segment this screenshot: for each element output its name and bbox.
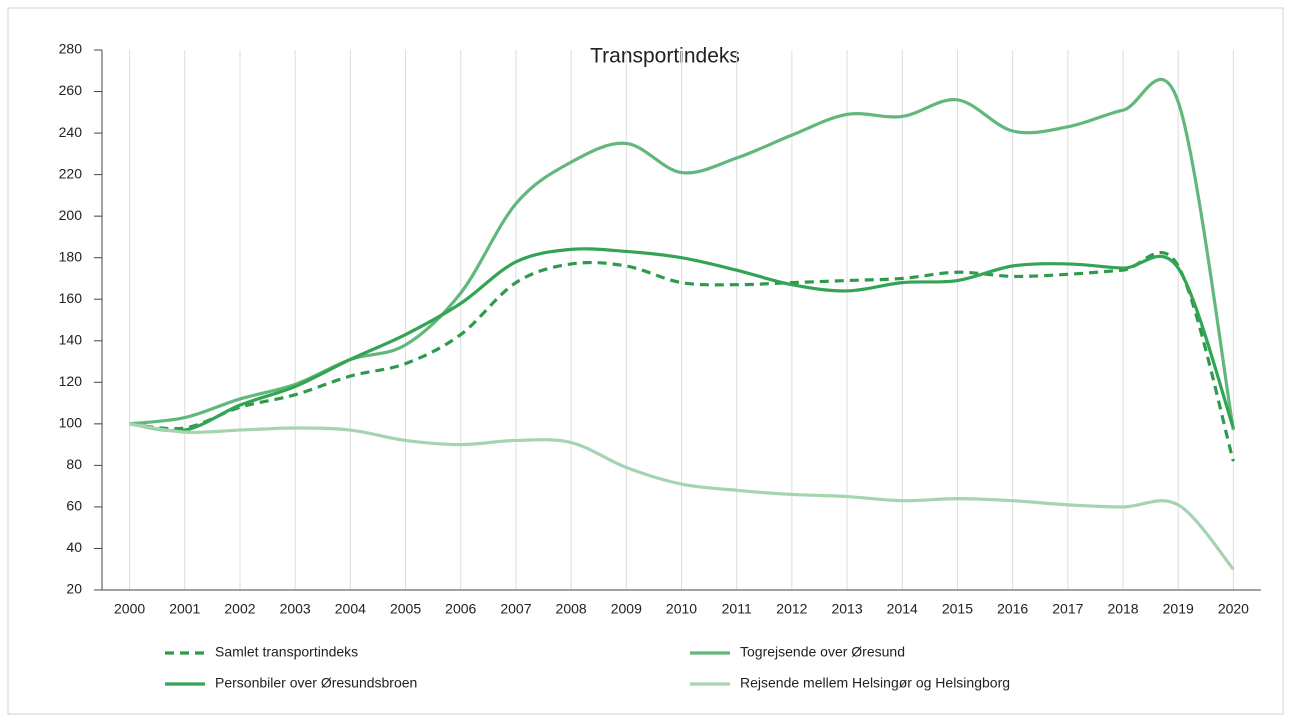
x-tick-label: 2002 — [224, 601, 255, 617]
legend-label: Personbiler over Øresundsbroen — [215, 675, 417, 691]
x-tick-label: 2000 — [114, 601, 145, 617]
x-tick-label: 2018 — [1107, 601, 1138, 617]
legend-label: Rejsende mellem Helsingør og Helsingborg — [740, 675, 1010, 691]
y-tick-label: 160 — [59, 290, 83, 306]
chart-title: Transportindeks — [590, 45, 740, 68]
x-tick-label: 2004 — [335, 601, 366, 617]
y-tick-label: 40 — [66, 539, 82, 555]
x-tick-label: 2001 — [169, 601, 200, 617]
x-tick-label: 2014 — [887, 601, 918, 617]
y-tick-label: 20 — [66, 581, 82, 597]
x-tick-label: 2009 — [611, 601, 642, 617]
x-tick-label: 2010 — [666, 601, 697, 617]
y-tick-label: 200 — [59, 207, 83, 223]
y-tick-label: 180 — [59, 248, 83, 264]
y-tick-label: 220 — [59, 165, 83, 181]
series-line — [129, 422, 1235, 571]
x-tick-label: 2012 — [776, 601, 807, 617]
y-tick-label: 140 — [59, 331, 83, 347]
x-tick-label: 2011 — [722, 601, 752, 617]
x-tick-label: 2016 — [997, 601, 1028, 617]
y-tick-label: 100 — [59, 415, 83, 431]
x-tick-label: 2007 — [500, 601, 531, 617]
series-line — [129, 251, 1235, 462]
legend-label: Samlet transportindeks — [215, 644, 358, 660]
x-tick-label: 2017 — [1052, 601, 1083, 617]
x-tick-label: 2013 — [831, 601, 862, 617]
x-tick-label: 2008 — [556, 601, 587, 617]
chart-border — [7, 7, 1284, 715]
x-tick-label: 2003 — [280, 601, 311, 617]
y-tick-label: 260 — [59, 82, 83, 98]
x-tick-label: 2005 — [390, 601, 421, 617]
x-tick-label: 2006 — [445, 601, 476, 617]
y-tick-label: 280 — [59, 41, 83, 57]
y-tick-label: 80 — [66, 456, 82, 472]
y-tick-label: 60 — [66, 498, 82, 514]
series-line — [129, 247, 1235, 433]
legend-label: Togrejsende over Øresund — [740, 644, 905, 660]
x-tick-label: 2020 — [1218, 601, 1249, 617]
x-tick-label: 2019 — [1163, 601, 1194, 617]
y-tick-label: 240 — [59, 124, 83, 140]
x-tick-label: 2015 — [942, 601, 973, 617]
y-tick-label: 120 — [59, 373, 83, 389]
